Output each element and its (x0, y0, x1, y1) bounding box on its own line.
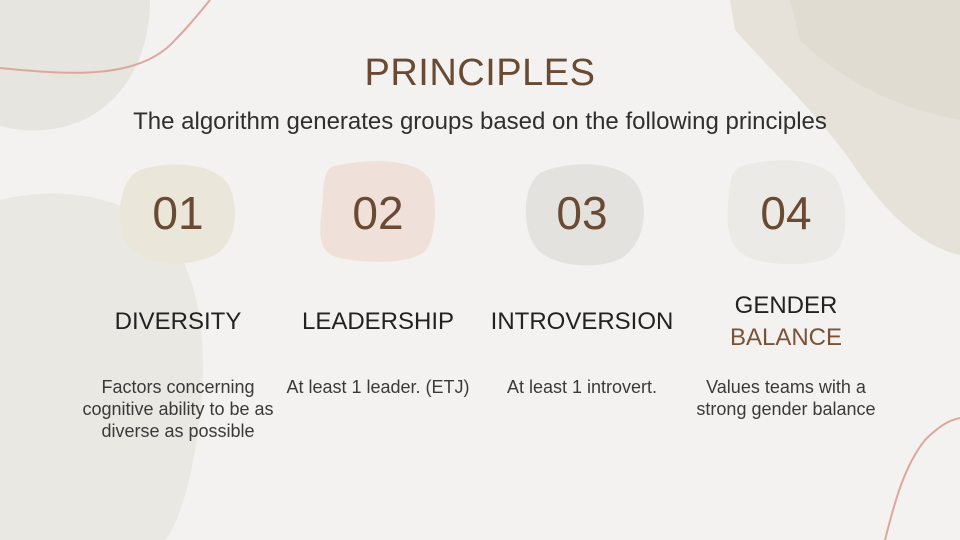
top-left-curve (0, 0, 211, 74)
principle-heading: INTROVERSION (490, 308, 674, 335)
principle-number: 04 (760, 187, 812, 239)
principle-description: At least 1 leader. (ETJ) (286, 377, 470, 397)
number-blob (320, 161, 435, 262)
principle-heading: GENDER BALANCE (686, 290, 886, 354)
blob-shape (320, 161, 435, 262)
top-right-blob-2 (790, 0, 960, 120)
principle-heading-line2: BALANCE (729, 324, 843, 351)
principle-description: Values teams with a strong gender balanc… (696, 377, 876, 419)
blob-shape (119, 164, 235, 264)
number-blob (727, 160, 846, 265)
principle-card-gender-balance: 04 GENDER BALANCE Values teams with a st… (686, 158, 886, 419)
number-blob (119, 164, 235, 264)
principle-number: 01 (152, 187, 204, 239)
slide-title: PRINCIPLES (364, 52, 596, 94)
left-blob (0, 193, 203, 540)
principle-card-introversion: 03 INTROVERSION At least 1 introvert. (482, 158, 682, 397)
bottom-right-curve (884, 417, 960, 540)
blob-shape (525, 164, 644, 266)
slide-subtitle: The algorithm generates groups based on … (133, 108, 827, 135)
principle-card-diversity: 01 DIVERSITY Factors concerning cognitiv… (78, 158, 278, 441)
principle-heading-line1: GENDER (734, 292, 838, 319)
principle-description: At least 1 introvert. (506, 377, 658, 397)
principle-number: 02 (352, 187, 404, 239)
principle-card-leadership: 02 LEADERSHIP At least 1 leader. (ETJ) (278, 158, 478, 397)
principle-heading: LEADERSHIP (301, 308, 455, 335)
blob-shape (727, 160, 846, 265)
top-left-blob (0, 0, 150, 131)
principle-description: Factors concerning cognitive ability to … (82, 377, 274, 441)
principle-heading: DIVERSITY (114, 308, 242, 335)
number-blob (525, 164, 644, 266)
principle-number: 03 (556, 187, 608, 239)
